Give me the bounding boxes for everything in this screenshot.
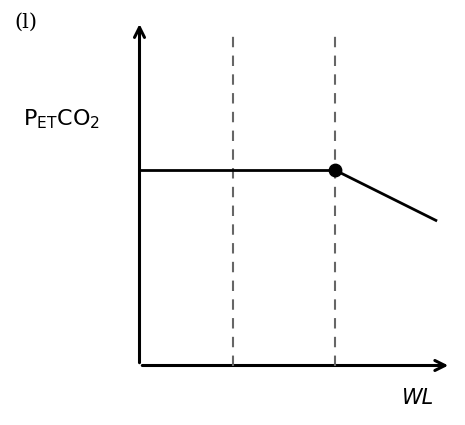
Text: WL: WL <box>402 388 435 408</box>
Text: $\mathrm{P_{ET}CO_2}$: $\mathrm{P_{ET}CO_2}$ <box>23 107 100 131</box>
Point <box>331 167 339 173</box>
Text: (l): (l) <box>14 13 37 32</box>
